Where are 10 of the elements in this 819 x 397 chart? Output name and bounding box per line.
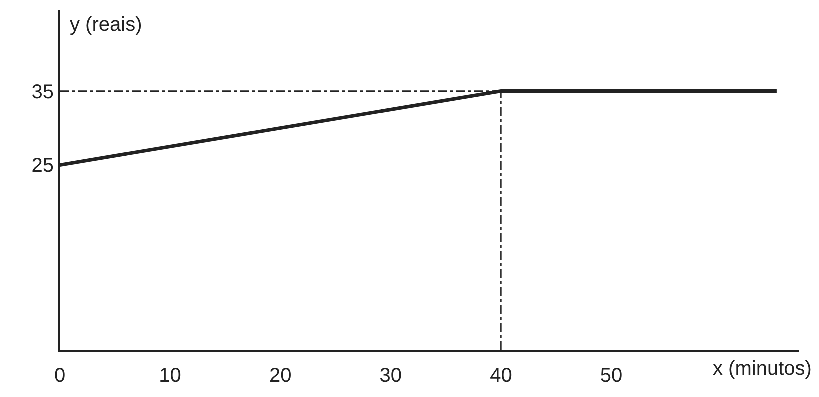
- y-tick-label: 35: [32, 81, 54, 104]
- x-tick-label: 50: [600, 365, 623, 387]
- x-tick-label: 40: [490, 365, 512, 387]
- y-tick-label: 25: [32, 155, 54, 178]
- x-tick-label: 0: [54, 365, 66, 387]
- x-tick-label: 30: [380, 365, 402, 387]
- x-axis-title: x (minutos): [713, 358, 812, 380]
- y-axis-title: y (reais): [70, 14, 142, 36]
- x-tick-label: 20: [269, 365, 292, 387]
- x-tick-label: 10: [159, 365, 182, 387]
